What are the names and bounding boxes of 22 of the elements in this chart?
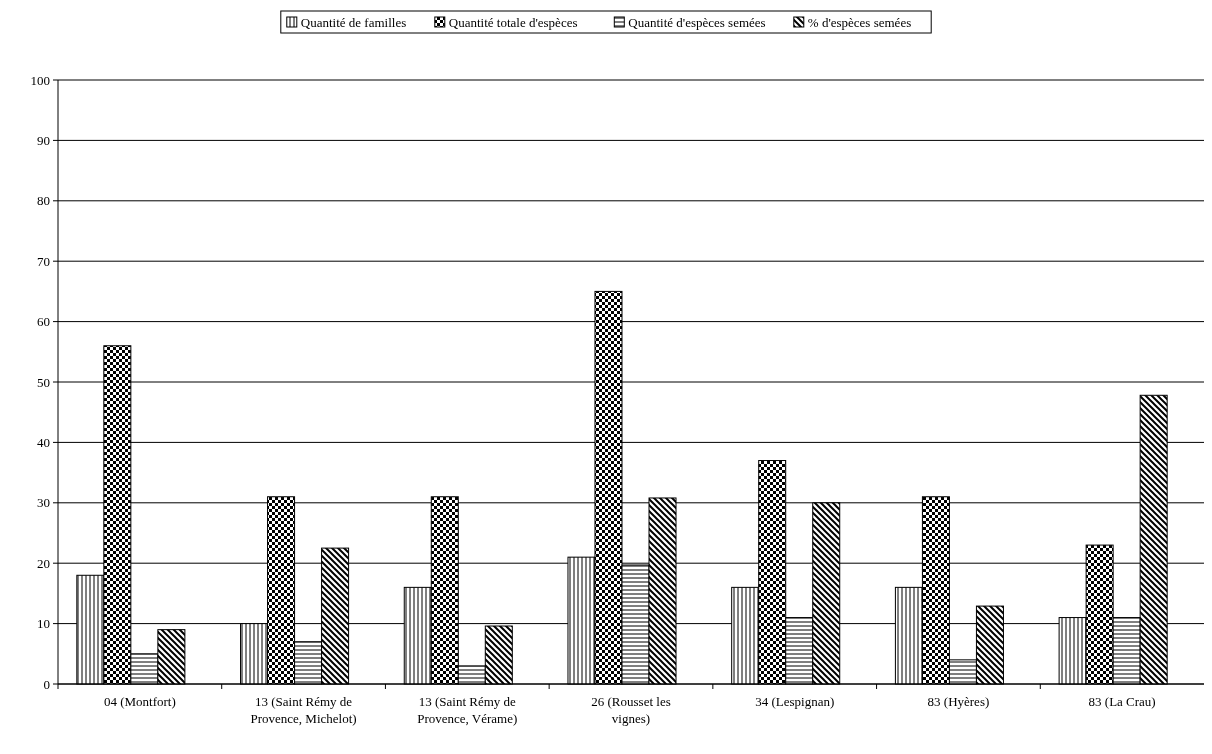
y-tick-label: 80 <box>37 193 50 209</box>
y-tick-label: 10 <box>37 616 50 632</box>
y-tick-label: 50 <box>37 374 50 390</box>
x-tick-label: 13 (Saint Rémy de Provence, Vérame) <box>417 694 518 726</box>
y-tick-label: 90 <box>37 132 50 148</box>
y-tick-label: 20 <box>37 555 50 571</box>
y-tick-label: 60 <box>37 314 50 330</box>
y-tick-label: 70 <box>37 253 50 269</box>
y-tick-label: 100 <box>30 72 50 88</box>
y-tick-label: 40 <box>37 434 50 450</box>
legend-label: Quantité de familles <box>300 14 407 30</box>
legend-label: Quantité totale d'espèces <box>448 14 578 30</box>
legend-label: Quantité d'espèces semées <box>628 14 766 30</box>
y-tick-label: 30 <box>37 495 50 511</box>
x-tick-label: 83 (La Crau) <box>1088 694 1156 709</box>
x-tick-label: 04 (Montfort) <box>103 694 176 709</box>
y-tick-label: 0 <box>43 676 50 692</box>
x-tick-label: 83 (Hyères) <box>927 694 990 709</box>
x-tick-label: 13 (Saint Rémy de Provence, Michelot) <box>250 694 357 726</box>
x-tick-label: 34 (Lespignan) <box>755 694 835 709</box>
legend-label: % d'espèces semées <box>807 14 912 30</box>
x-tick-label: 26 (Rousset les vignes) <box>591 694 671 726</box>
